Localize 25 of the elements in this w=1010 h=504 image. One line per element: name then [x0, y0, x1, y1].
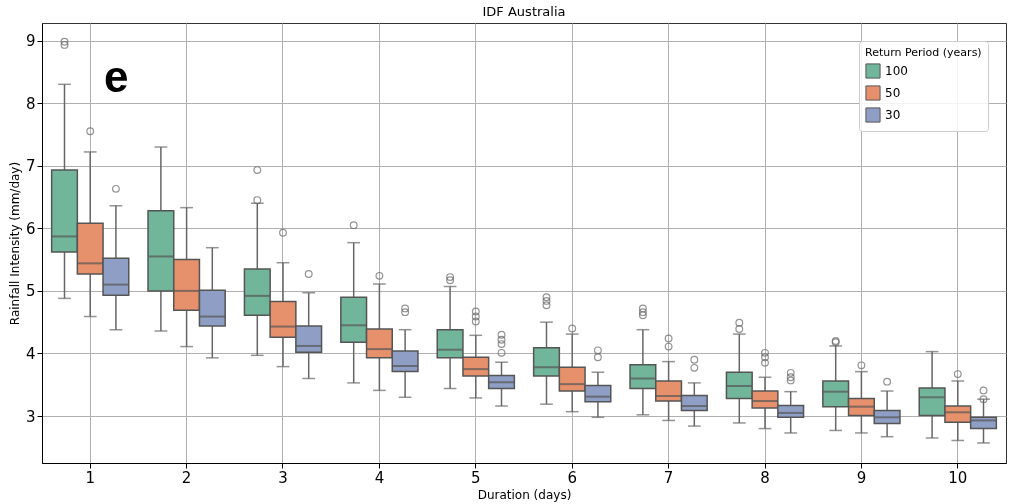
x-axis-title: Duration (days) — [477, 487, 572, 502]
legend-title: Return Period (years) — [865, 46, 982, 59]
x-tick-label: 10 — [948, 468, 968, 487]
legend-label: 100 — [885, 64, 908, 78]
legend-label: 50 — [885, 86, 901, 100]
chart-title: IDF Australia — [482, 4, 566, 19]
y-tick-label: 4 — [25, 344, 36, 363]
x-tick-label: 9 — [856, 468, 867, 487]
x-tick-label: 6 — [567, 468, 577, 487]
x-tick-label: 5 — [471, 468, 481, 487]
annotation: e — [104, 52, 129, 101]
x-tick-label: 2 — [181, 468, 192, 487]
legend-label: 30 — [885, 108, 901, 122]
y-tick-label: 5 — [25, 282, 36, 301]
x-tick-label: 8 — [760, 468, 770, 487]
y-tick-label: 3 — [25, 407, 36, 426]
x-tick-label: 1 — [85, 468, 95, 487]
x-tick-label: 3 — [278, 468, 288, 487]
x-tick-label: 7 — [663, 468, 674, 487]
y-tick-label: 7 — [25, 157, 36, 176]
x-tick-label: 4 — [374, 468, 385, 487]
y-axis-title: Rainfall Intensity (mm/day) — [7, 161, 22, 326]
y-tick-label: 8 — [25, 94, 36, 113]
y-tick-label: 9 — [25, 32, 36, 51]
y-tick-label: 6 — [25, 219, 36, 238]
